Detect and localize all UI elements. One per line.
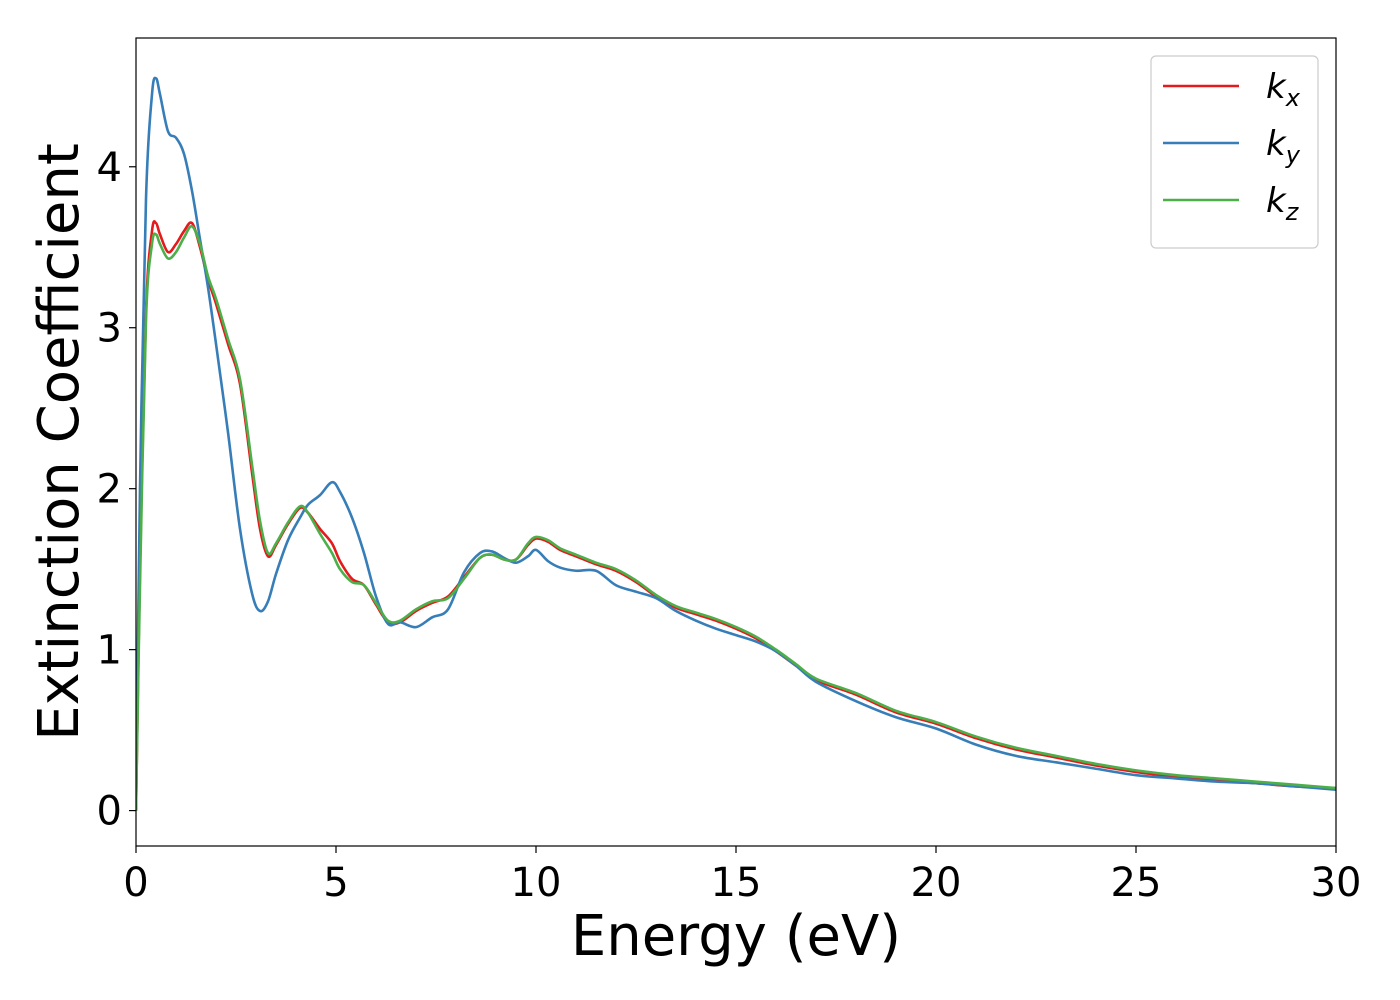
x-tick-label: 20 — [911, 860, 962, 906]
legend-label-y: ky — [1266, 124, 1301, 169]
legend-label-z: kz — [1266, 181, 1300, 226]
x-axis-title: Energy (eV) — [571, 904, 901, 969]
y-axis-title: Extinction Coefficient — [27, 143, 92, 741]
series-layer — [136, 76, 1336, 811]
y-tick-label: 4 — [97, 145, 122, 191]
series-line-z — [136, 225, 1336, 811]
x-tick-label: 30 — [1311, 860, 1362, 906]
y-tick-label: 2 — [97, 467, 122, 513]
x-tick-label: 5 — [323, 860, 348, 906]
legend-label-x: kx — [1266, 67, 1301, 112]
x-tick-label: 25 — [1111, 860, 1162, 906]
y-tick-label: 0 — [97, 789, 122, 835]
x-tick-label: 10 — [511, 860, 562, 906]
x-axis: 0 5 10 15 20 25 30 — [123, 846, 1361, 906]
series-line-y — [136, 76, 1336, 811]
x-tick-label: 15 — [711, 860, 762, 906]
x-tick-label: 0 — [123, 860, 148, 906]
legend: kx ky kz — [1150, 55, 1319, 249]
y-axis: 0 1 2 3 4 — [97, 145, 136, 835]
y-tick-label: 1 — [97, 628, 122, 674]
y-tick-label: 3 — [97, 306, 122, 352]
